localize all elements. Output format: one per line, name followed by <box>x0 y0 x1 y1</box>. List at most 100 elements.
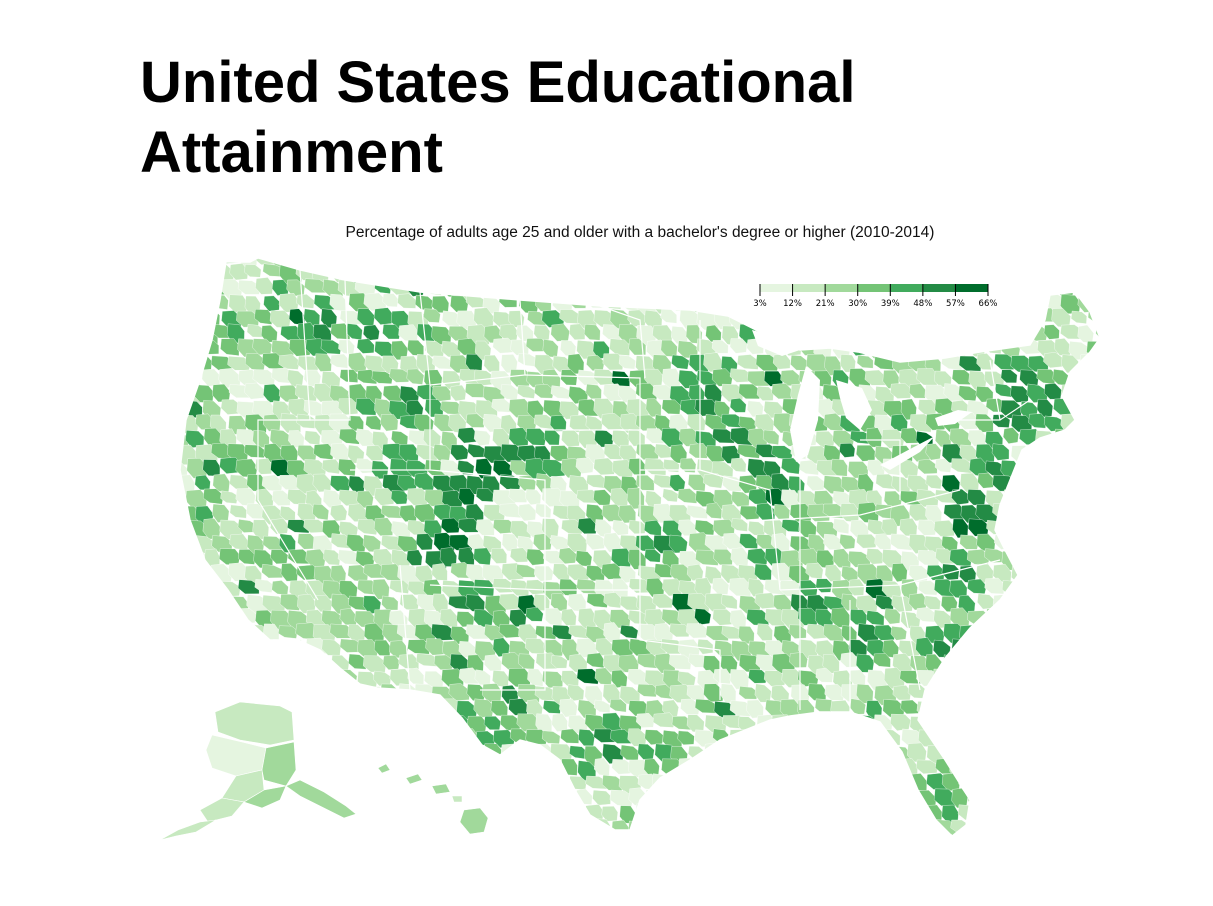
county-shape <box>916 340 934 356</box>
county-shape <box>637 743 655 760</box>
county-shape <box>363 655 387 673</box>
county-shape <box>363 324 380 341</box>
county-shape <box>304 258 322 269</box>
county-shape <box>900 699 919 715</box>
county-shape <box>518 503 537 522</box>
county-shape <box>202 579 222 600</box>
county-shape <box>475 258 498 265</box>
county-shape <box>180 609 186 630</box>
county-shape <box>535 775 553 791</box>
county-shape <box>1070 819 1094 836</box>
county-shape <box>865 758 883 780</box>
county-shape <box>1025 593 1047 613</box>
county-shape <box>592 789 611 806</box>
county-shape <box>593 699 611 713</box>
county-shape <box>330 475 351 492</box>
page-title: United States Educational Attainment <box>140 50 856 185</box>
county-shape <box>1054 488 1073 505</box>
county-shape <box>1078 565 1100 583</box>
county-shape <box>873 265 893 281</box>
county-shape <box>355 398 377 416</box>
county-shape <box>983 258 1001 268</box>
county-shape <box>822 324 841 342</box>
county-shape <box>924 595 941 610</box>
county-shape <box>976 683 995 699</box>
county-shape <box>1010 685 1029 705</box>
county-shape <box>306 668 328 687</box>
county-shape <box>1078 265 1095 282</box>
county-shape <box>255 458 273 475</box>
county-shape <box>526 761 543 779</box>
hawaii-counties <box>377 763 489 835</box>
county-shape <box>1036 258 1054 270</box>
county-shape <box>517 385 536 399</box>
county-shape <box>296 714 314 731</box>
county-shape <box>245 833 268 836</box>
county-shape <box>415 265 434 281</box>
county-shape <box>433 654 454 670</box>
county-shape <box>467 745 488 767</box>
county-shape <box>959 534 980 550</box>
county-shape <box>1017 490 1041 507</box>
county-shape <box>815 667 834 683</box>
county-shape <box>203 610 226 626</box>
legend-swatch <box>955 284 988 292</box>
county-shape <box>866 548 884 565</box>
county-shape <box>508 488 528 503</box>
county-shape <box>890 834 909 836</box>
county-shape <box>644 520 662 537</box>
county-shape <box>994 774 1015 789</box>
county-shape <box>550 323 570 342</box>
county-shape <box>1086 258 1100 266</box>
county-shape <box>977 593 994 610</box>
county-shape <box>475 730 496 746</box>
county-shape <box>180 280 190 294</box>
county-shape <box>1086 369 1100 390</box>
county-shape <box>1061 744 1082 763</box>
county-shape <box>694 698 717 714</box>
county-shape <box>575 457 594 474</box>
county-shape <box>526 548 545 566</box>
county-shape <box>704 833 724 836</box>
county-shape <box>382 802 400 819</box>
county-shape <box>507 278 531 297</box>
county-shape <box>838 775 862 793</box>
county-shape <box>180 400 185 421</box>
county-shape <box>389 668 411 687</box>
county-shape <box>482 775 501 794</box>
county-shape <box>186 307 206 327</box>
county-shape <box>670 835 689 836</box>
county-shape <box>180 309 190 328</box>
county-shape <box>1002 258 1023 264</box>
county-shape <box>280 413 301 434</box>
county-shape <box>839 804 860 826</box>
county-shape <box>755 806 778 826</box>
county-shape <box>977 263 999 282</box>
county-shape <box>1103 641 1125 657</box>
county-shape <box>1060 536 1079 552</box>
county-shape <box>993 805 1014 820</box>
county-shape <box>201 368 221 387</box>
county-shape <box>329 623 352 639</box>
county-shape <box>790 325 813 341</box>
county-shape <box>1034 638 1053 657</box>
county-shape <box>968 761 990 779</box>
legend-tick-label: 30% <box>848 299 867 309</box>
county-shape <box>295 384 318 402</box>
county-shape <box>898 820 917 836</box>
county-shape <box>848 309 869 329</box>
county-shape <box>372 728 391 744</box>
county-shape <box>1010 505 1028 522</box>
county-shape <box>1069 279 1087 293</box>
county-shape <box>498 503 522 518</box>
county-shape <box>372 790 393 809</box>
county-shape <box>882 309 899 329</box>
county-shape <box>278 803 297 822</box>
county-shape <box>984 728 1005 744</box>
county-shape <box>661 279 683 295</box>
county-shape <box>763 308 780 328</box>
county-shape <box>1112 444 1134 461</box>
county-shape <box>1000 818 1019 835</box>
county-shape <box>465 413 485 428</box>
county-shape <box>1070 729 1091 746</box>
